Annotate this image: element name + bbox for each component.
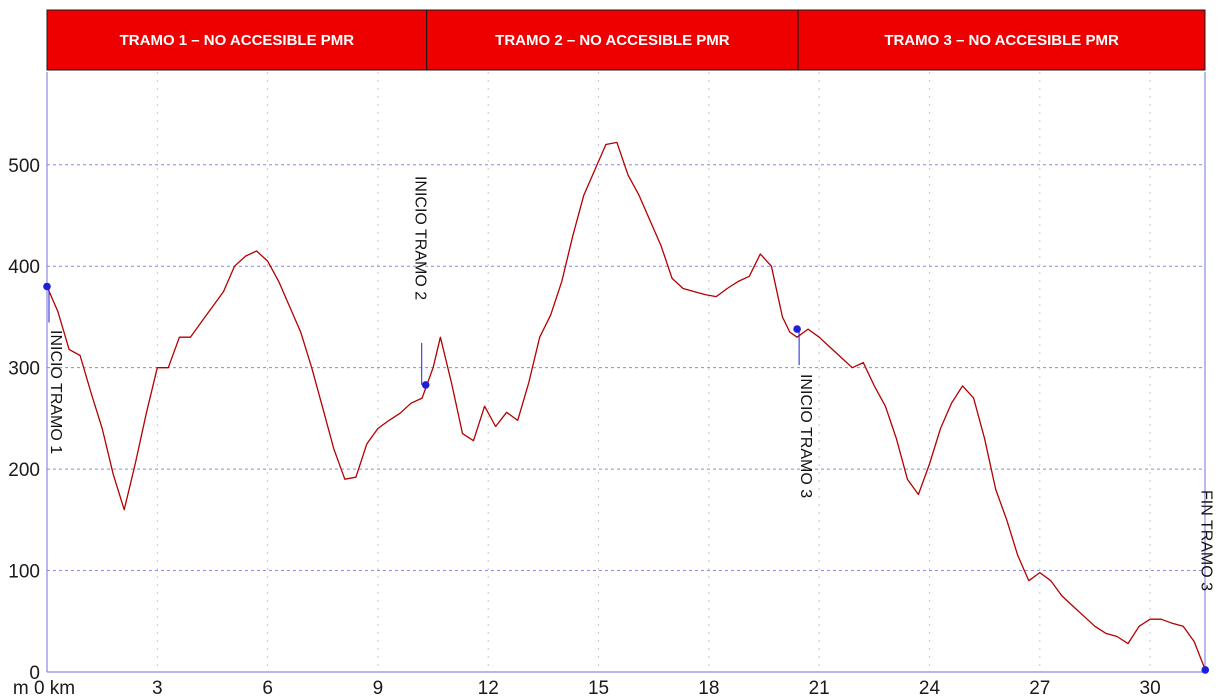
y-tick-label: 300	[8, 359, 40, 380]
y-tick-label: 100	[8, 562, 40, 583]
x-tick-label: 18	[698, 678, 719, 698]
banner-label: TRAMO 2 – NO ACCESIBLE PMR	[495, 32, 730, 49]
marker-4: FIN TRAMO 3	[1197, 490, 1214, 674]
banner-rect	[46, 9, 428, 71]
axes	[46, 72, 1206, 673]
tick-labels: 0 100 200 300 400 500 m 0 km 3 6 9 12 15 18 21 24 27 30	[8, 156, 1160, 698]
section-banner-2: TRAMO 2 – NO ACCESIBLE PMR	[426, 9, 799, 71]
x-tick-label: 21	[809, 678, 830, 698]
y-tick-label: 0	[29, 663, 40, 684]
marker-label: INICIO TRAMO 1	[47, 330, 64, 454]
marker-1: INICIO TRAMO 1	[43, 282, 64, 454]
x-tick-label: 24	[919, 678, 941, 698]
elevation-line	[46, 141, 1206, 671]
marker-label: INICIO TRAMO 2	[412, 176, 429, 300]
marker-dot	[43, 282, 51, 291]
banner-label: TRAMO 1 – NO ACCESIBLE PMR	[120, 32, 355, 49]
section-banner-1: TRAMO 1 – NO ACCESIBLE PMR	[46, 9, 428, 71]
x-tick-label: 30	[1140, 678, 1161, 698]
marker-label: INICIO TRAMO 3	[797, 374, 814, 498]
y-tick-label: 200	[8, 460, 40, 481]
marker-2: INICIO TRAMO 2	[412, 176, 430, 389]
x-tick-label: 27	[1029, 678, 1050, 698]
x-tick-label: 9	[373, 678, 384, 698]
y-tick-label: 500	[8, 156, 40, 177]
marker-label: FIN TRAMO 3	[1197, 490, 1214, 591]
section-markers: INICIO TRAMO 1 INICIO TRAMO 2 INICIO TRAMO…	[43, 176, 1214, 674]
section-banner-3: TRAMO 3 – NO ACCESIBLE PMR	[797, 9, 1206, 71]
marker-dot	[793, 325, 801, 333]
x-tick-label: 15	[588, 678, 609, 698]
section-banners: TRAMO 1 – NO ACCESIBLE PMR TRAMO 2 – NO A…	[46, 9, 1206, 71]
marker-3: INICIO TRAMO 3	[793, 325, 814, 498]
marker-dot	[1201, 666, 1210, 674]
marker-dot	[421, 381, 430, 389]
banner-rect	[797, 9, 1206, 71]
banner-label: TRAMO 3 – NO ACCESIBLE PMR	[884, 32, 1119, 49]
x-tick-label: 3	[152, 678, 163, 698]
x-tick-label: 12	[478, 678, 499, 698]
x-tick-label: 6	[262, 678, 273, 698]
grid	[47, 72, 1205, 672]
x-tick-label: m 0 km	[13, 678, 75, 698]
elevation-profile	[46, 141, 1206, 671]
y-tick-label: 400	[8, 257, 40, 278]
